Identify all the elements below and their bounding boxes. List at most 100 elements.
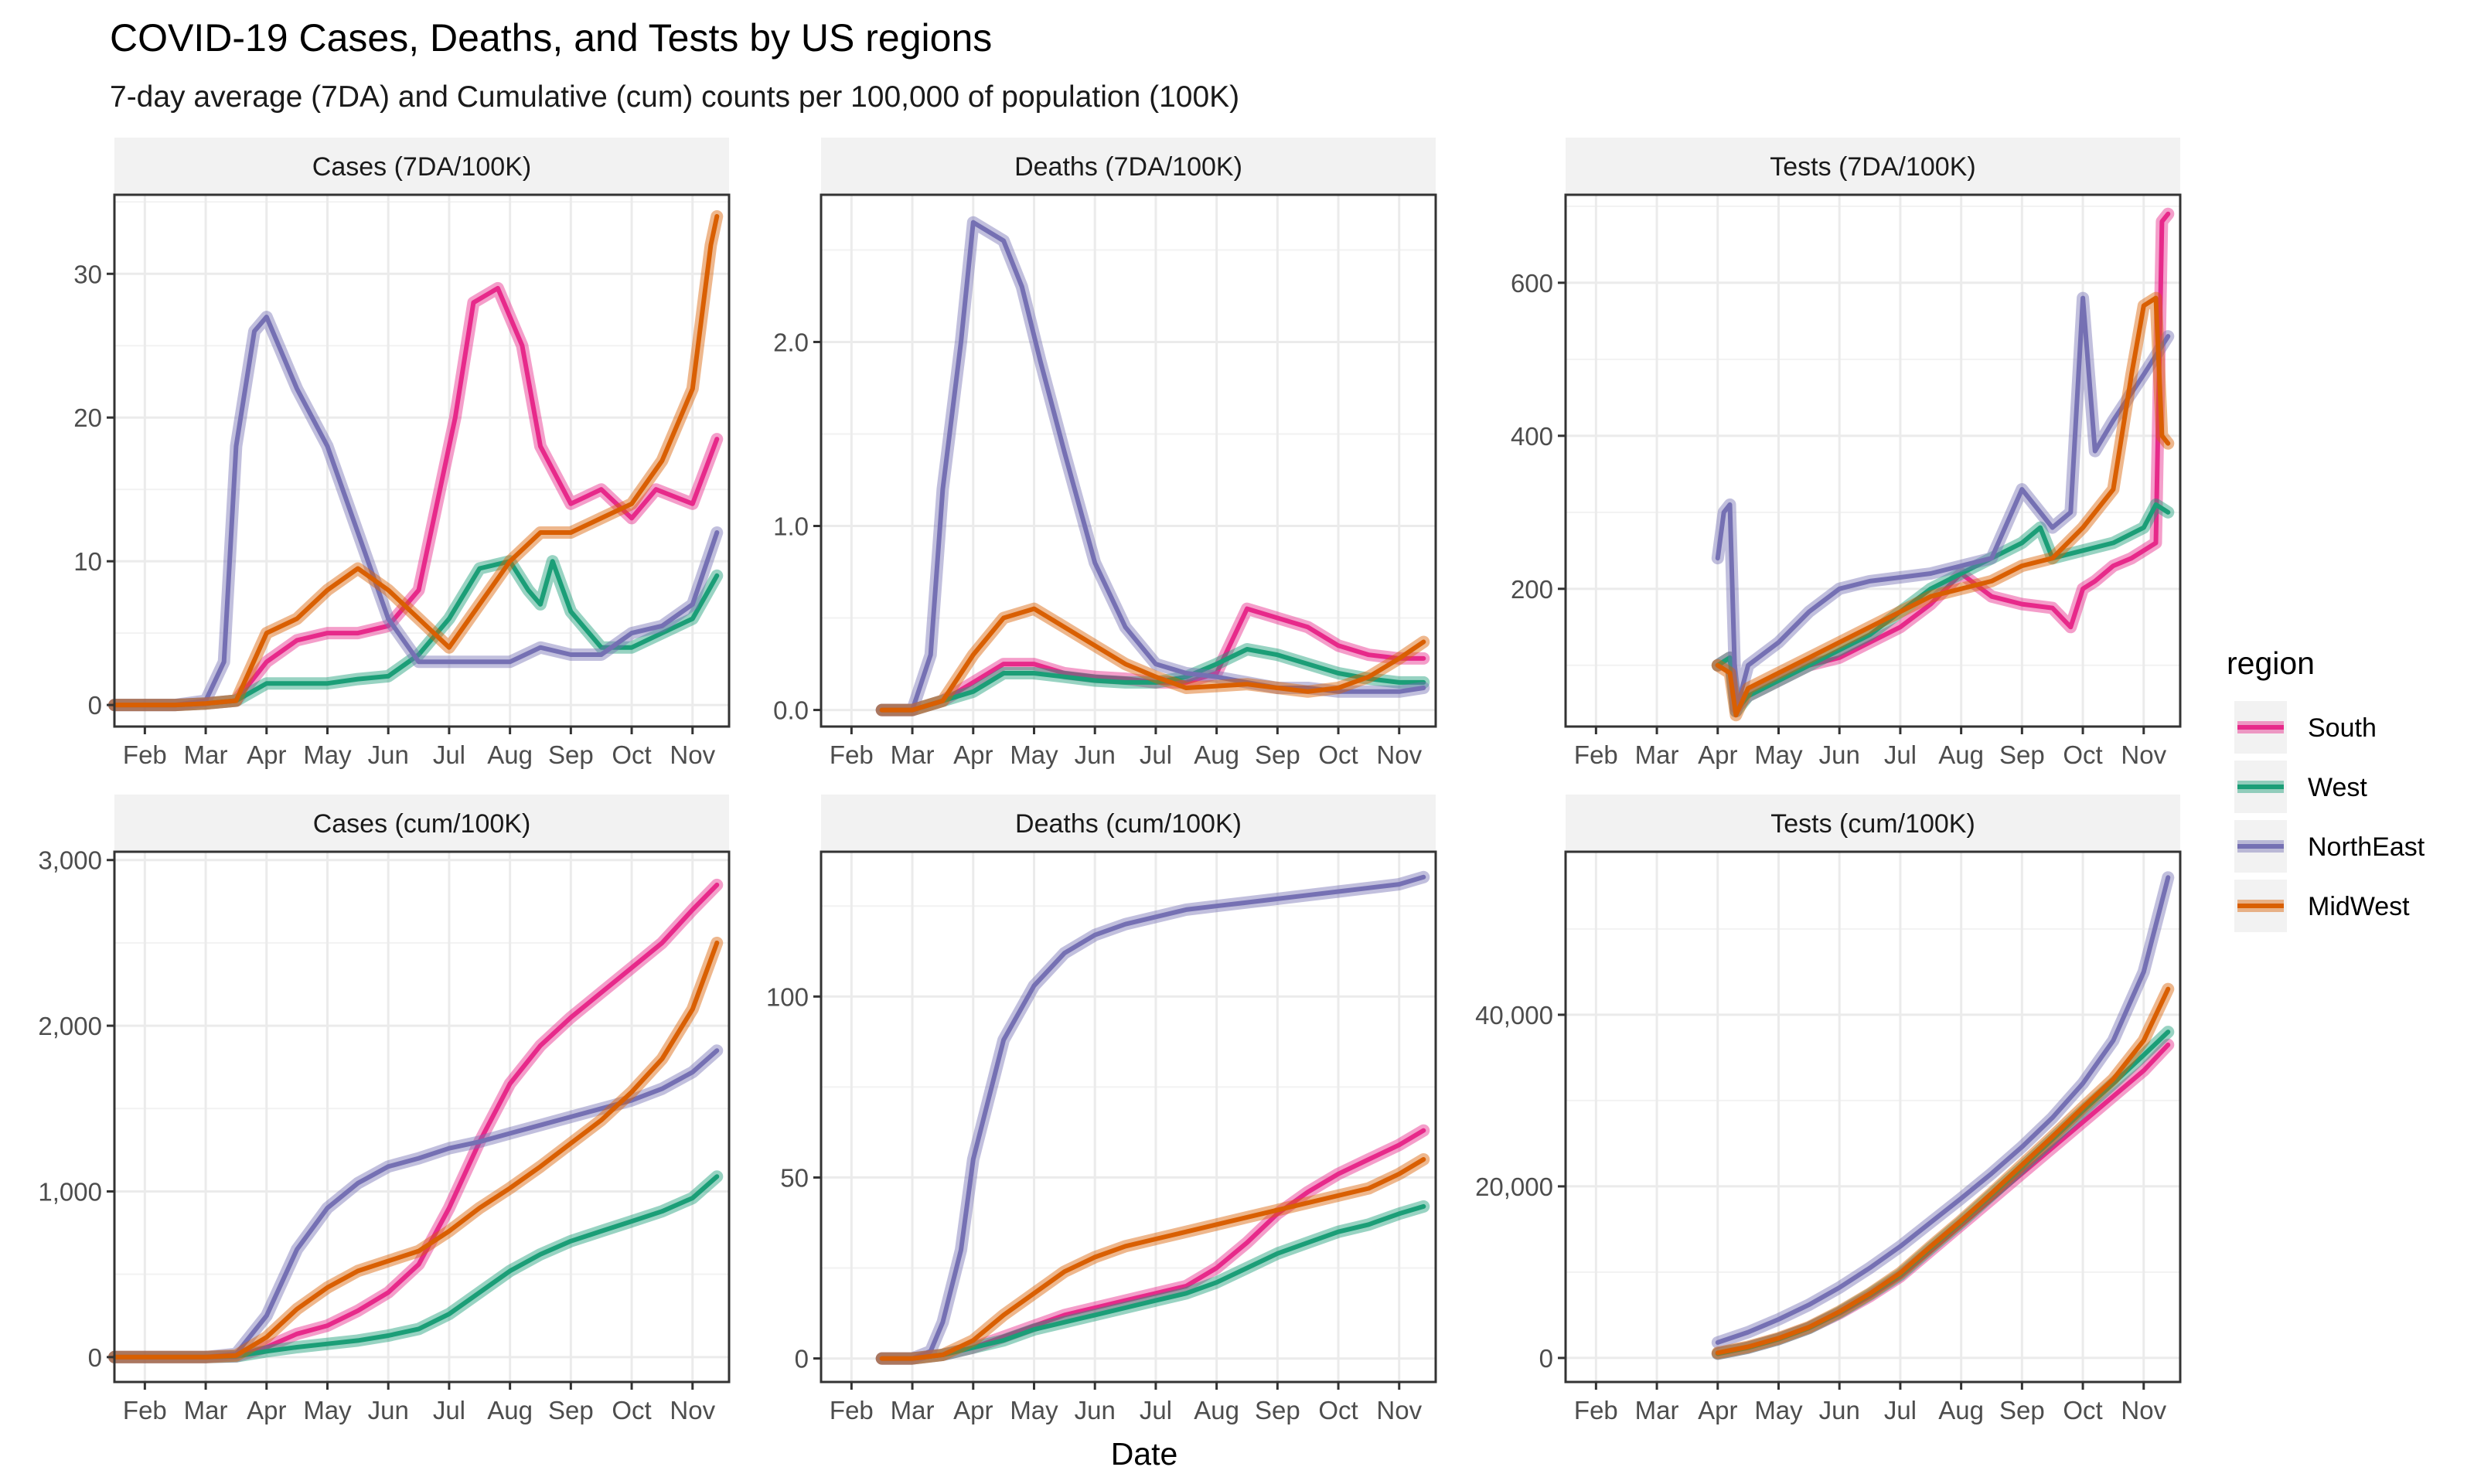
x-tick-label: Sep bbox=[1999, 740, 2045, 769]
x-tick-label: Mar bbox=[891, 740, 935, 769]
y-tick-label: 200 bbox=[1511, 575, 1553, 604]
x-tick-label: Feb bbox=[1574, 740, 1618, 769]
y-tick-label: 0 bbox=[88, 691, 102, 720]
x-tick-label: Feb bbox=[830, 740, 874, 769]
x-tick-label: Sep bbox=[1999, 1396, 2045, 1424]
x-tick-label: Apr bbox=[953, 1396, 993, 1424]
panel-border bbox=[1564, 850, 2182, 1384]
x-tick-label: May bbox=[303, 1396, 352, 1424]
y-tick-label: 30 bbox=[73, 260, 102, 288]
x-tick-label: Feb bbox=[830, 1396, 874, 1424]
x-tick-label: Oct bbox=[1318, 740, 1358, 769]
legend-label: MidWest bbox=[2308, 892, 2410, 921]
series-line-midwest bbox=[1715, 986, 2171, 1356]
y-tick-label: 2,000 bbox=[38, 1012, 102, 1040]
x-axis-title: Date bbox=[1111, 1436, 1178, 1472]
x-tick-label: Nov bbox=[2121, 740, 2166, 769]
x-tick-label: Apr bbox=[1698, 1396, 1737, 1424]
series-line-northeast-halo bbox=[875, 216, 1430, 716]
panel-border bbox=[1564, 193, 2182, 728]
series-line-midwest bbox=[112, 940, 720, 1360]
x-tick-label: Nov bbox=[1376, 740, 1422, 769]
x-tick-label: Jun bbox=[1075, 740, 1116, 769]
y-tick-label: 0 bbox=[795, 1345, 809, 1373]
x-tick-label: Apr bbox=[247, 740, 286, 769]
y-tick-label: 10 bbox=[73, 547, 102, 576]
x-tick-label: Sep bbox=[548, 740, 594, 769]
panel-3: Tests (7DA/100K) 200 400 600 Feb Mar Apr May Jun… bbox=[1511, 138, 2182, 769]
y-tick-label: 400 bbox=[1511, 422, 1553, 451]
x-tick-label: Jul bbox=[433, 1396, 465, 1424]
series-line-northeast bbox=[1715, 875, 2171, 1345]
x-tick-label: May bbox=[1754, 1396, 1803, 1424]
panel-strip bbox=[114, 138, 729, 195]
legend-item-west: West bbox=[2234, 761, 2367, 813]
x-tick-label: Nov bbox=[2121, 1396, 2166, 1424]
x-tick-label: Apr bbox=[953, 740, 993, 769]
panel-strip-title: Tests (cum/100K) bbox=[1770, 809, 1975, 839]
x-tick-label: Jun bbox=[1819, 740, 1860, 769]
x-tick-label: May bbox=[1754, 740, 1803, 769]
chart-panels: Cases (7DA/100K) 0 10 20 30 Feb Mar Apr May Jun Ju… bbox=[38, 138, 2182, 1424]
panel-strip bbox=[1566, 795, 2180, 852]
series-line-west bbox=[879, 1203, 1426, 1361]
x-tick-label: Jun bbox=[1819, 1396, 1860, 1424]
panel-1: Cases (7DA/100K) 0 10 20 30 Feb Mar Apr May Jun Ju… bbox=[73, 138, 731, 769]
x-tick-label: Feb bbox=[1574, 1396, 1618, 1424]
series-line-midwest bbox=[112, 213, 720, 708]
x-tick-label: Aug bbox=[1938, 740, 1984, 769]
x-tick-label: Oct bbox=[2063, 740, 2102, 769]
y-tick-label: 20,000 bbox=[1475, 1173, 1553, 1201]
legend-title: region bbox=[2227, 645, 2315, 681]
panel-strip-title: Tests (7DA/100K) bbox=[1770, 152, 1975, 182]
x-tick-label: Mar bbox=[184, 740, 228, 769]
series-line-northeast bbox=[112, 315, 720, 708]
panel-2: Deaths (7DA/100K) 0.0 1.0 2.0 Feb Mar Apr May Ju… bbox=[773, 138, 1437, 769]
panel-strip bbox=[821, 138, 1436, 195]
x-tick-label: May bbox=[303, 740, 352, 769]
legend-label: West bbox=[2308, 773, 2367, 802]
x-tick-label: Mar bbox=[184, 1396, 228, 1424]
x-tick-label: Oct bbox=[612, 1396, 651, 1424]
legend-item-northeast: NorthEast bbox=[2234, 820, 2425, 873]
y-tick-label: 1.0 bbox=[773, 512, 809, 541]
x-tick-label: Aug bbox=[1938, 1396, 1984, 1424]
x-tick-label: Jul bbox=[1884, 1396, 1917, 1424]
series-line-west-halo bbox=[1711, 1026, 2175, 1360]
series-line-northeast-halo bbox=[875, 870, 1430, 1365]
x-tick-label: Jul bbox=[1140, 740, 1172, 769]
panel-strip-title: Deaths (7DA/100K) bbox=[1014, 152, 1242, 182]
series-line-northeast bbox=[879, 874, 1426, 1361]
x-tick-label: Jun bbox=[1075, 1396, 1116, 1424]
panel-strip-title: Deaths (cum/100K) bbox=[1015, 809, 1242, 839]
x-tick-label: Jun bbox=[368, 740, 409, 769]
series-line-west bbox=[879, 647, 1426, 713]
x-tick-label: Nov bbox=[670, 1396, 715, 1424]
y-tick-label: 50 bbox=[780, 1163, 809, 1192]
x-tick-label: Oct bbox=[612, 740, 651, 769]
x-tick-label: Jul bbox=[1884, 740, 1917, 769]
y-tick-label: 100 bbox=[766, 982, 809, 1011]
panel-4: Cases (cum/100K) 0 1,000 2,000 3,000 Feb Mar Ap… bbox=[38, 795, 731, 1424]
legend-label: South bbox=[2308, 713, 2377, 743]
series-line-midwest-halo bbox=[1711, 982, 2175, 1360]
legend: region South West NorthEast MidWest bbox=[2227, 645, 2425, 932]
x-tick-label: Feb bbox=[123, 740, 167, 769]
x-tick-label: Jul bbox=[433, 740, 465, 769]
x-tick-label: Jun bbox=[368, 1396, 409, 1424]
x-tick-label: Apr bbox=[1698, 740, 1737, 769]
series-line-midwest bbox=[1715, 295, 2171, 718]
x-tick-label: Apr bbox=[247, 1396, 286, 1424]
panel-5: Deaths (cum/100K) 0 50 100 Feb Mar Apr May Jun Ju… bbox=[766, 795, 1437, 1424]
legend-label: NorthEast bbox=[2308, 832, 2425, 862]
x-tick-label: Oct bbox=[2063, 1396, 2102, 1424]
y-tick-label: 2.0 bbox=[773, 328, 809, 356]
x-tick-label: Nov bbox=[670, 740, 715, 769]
y-tick-label: 40,000 bbox=[1475, 1001, 1553, 1030]
x-tick-label: May bbox=[1010, 740, 1058, 769]
panel-border bbox=[113, 850, 731, 1384]
series-line-west bbox=[1715, 1030, 2171, 1356]
y-tick-label: 20 bbox=[73, 403, 102, 432]
x-tick-label: Feb bbox=[123, 1396, 167, 1424]
figure-subtitle: 7-day average (7DA) and Cumulative (cum)… bbox=[110, 80, 1239, 114]
